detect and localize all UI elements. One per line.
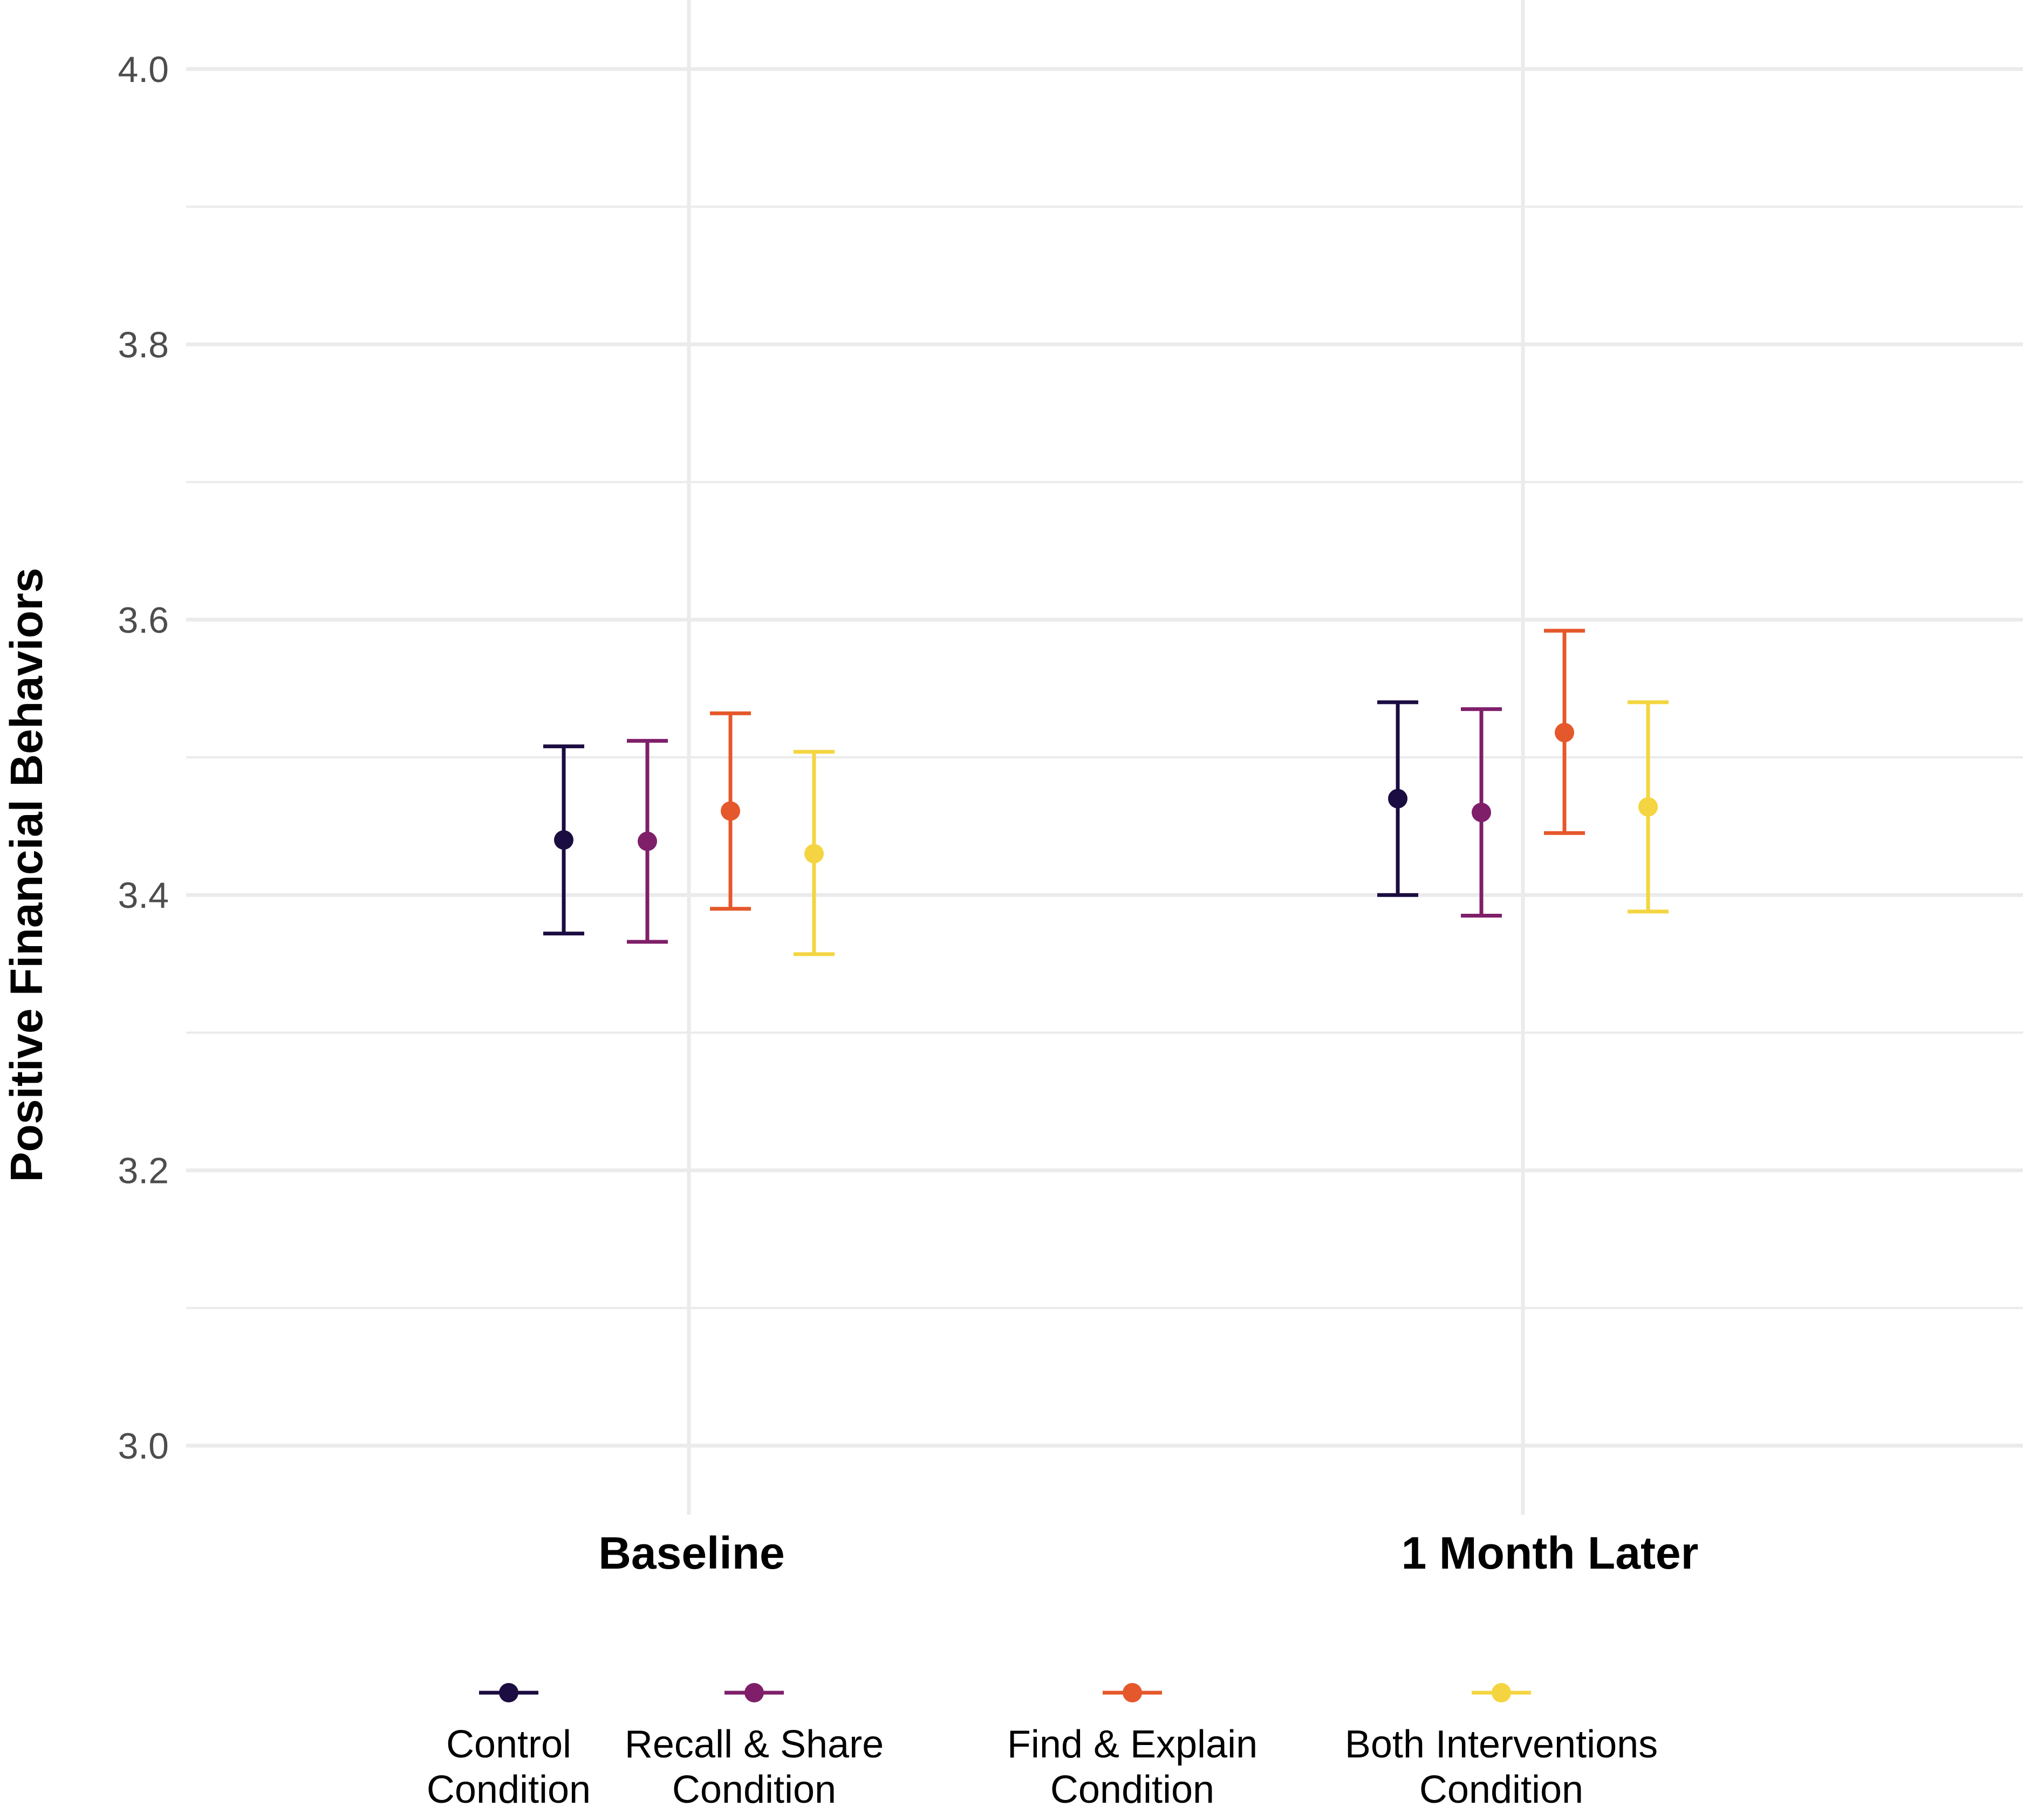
legend-key-point — [499, 1683, 518, 1702]
y-tick-label: 3.2 — [118, 1151, 169, 1192]
series-layer — [543, 628, 1669, 956]
series-2 — [627, 707, 1502, 944]
data-point — [1472, 803, 1491, 823]
y-tick-label: 3.6 — [118, 600, 169, 641]
x-tick-label: 1 Month Later — [1402, 1528, 1699, 1578]
legend-label: Control — [446, 1723, 571, 1766]
x-axis-ticks: Baseline 1 Month Later — [598, 1528, 1698, 1578]
legend-label: Condition — [1050, 1768, 1214, 1811]
legend-label: Condition — [427, 1768, 591, 1811]
data-point — [721, 801, 740, 821]
legend-label: Find & Explain — [1007, 1723, 1257, 1766]
legend-key-point — [744, 1683, 764, 1702]
data-point — [1638, 797, 1658, 817]
legend-label: Both Interventions — [1345, 1723, 1658, 1766]
x-tick-label: Baseline — [598, 1528, 785, 1578]
data-point — [804, 844, 824, 864]
data-point — [554, 830, 573, 850]
series-1 — [543, 700, 1418, 936]
data-point — [638, 831, 657, 851]
grid-layer — [186, 0, 2023, 1515]
data-point — [1555, 723, 1574, 743]
y-tick-label: 3.4 — [118, 875, 169, 916]
series-4 — [794, 700, 1669, 956]
legend-label: Condition — [1419, 1768, 1583, 1811]
legend-key-point — [1492, 1683, 1511, 1702]
y-axis-ticks: 3.0 3.2 3.4 3.6 3.8 4.0 — [118, 49, 169, 1467]
y-tick-label: 3.0 — [118, 1426, 169, 1467]
legend-key-point — [1123, 1683, 1142, 1702]
series-3 — [710, 628, 1585, 911]
y-tick-label: 3.8 — [118, 324, 169, 365]
y-tick-label: 4.0 — [118, 49, 169, 90]
y-axis-title: Positive Financial Behaviors — [1, 567, 52, 1182]
legend-label: Recall & Share — [625, 1723, 884, 1766]
data-point — [1388, 789, 1407, 809]
legend-label: Condition — [672, 1768, 836, 1811]
